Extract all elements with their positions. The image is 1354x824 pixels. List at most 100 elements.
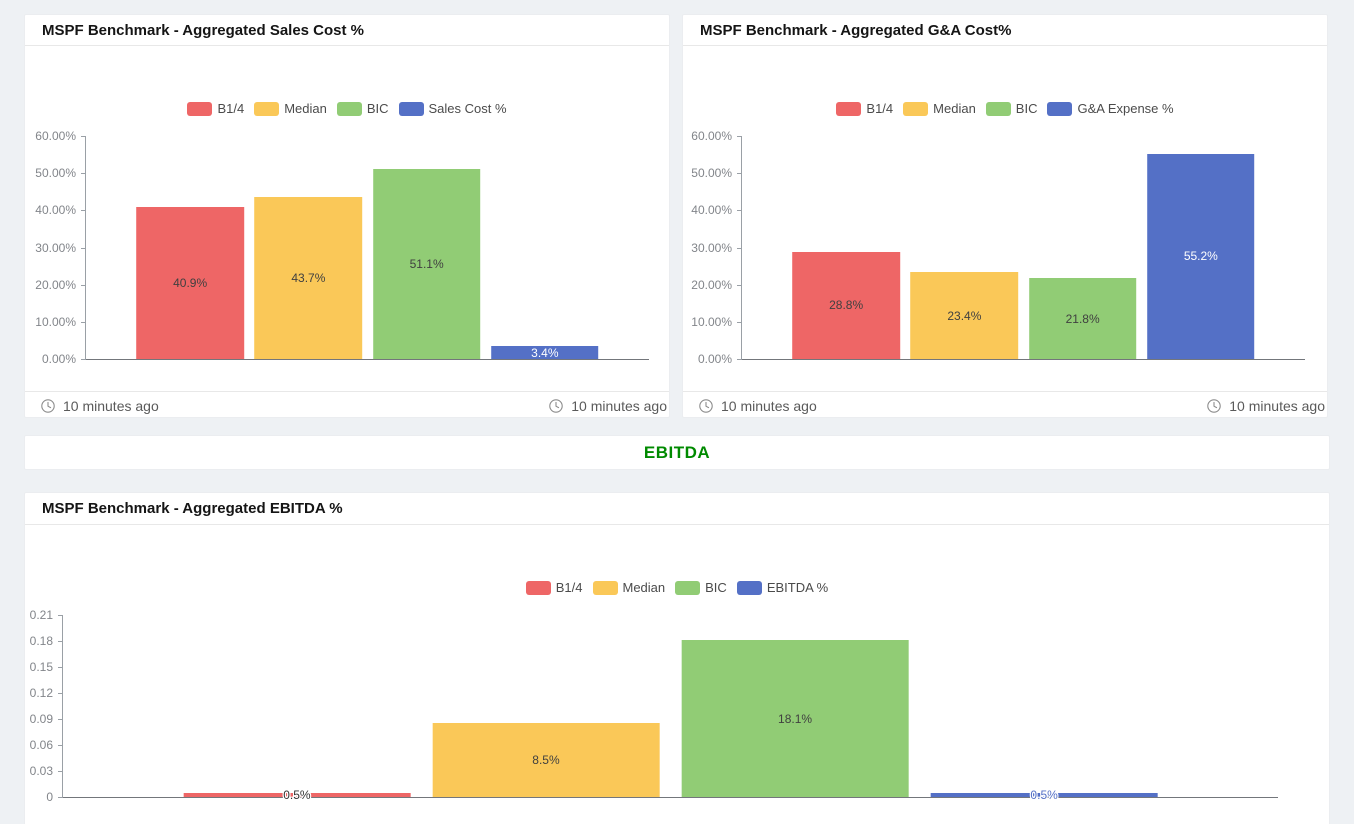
y-axis-tick bbox=[58, 797, 63, 798]
y-axis-tick bbox=[81, 359, 86, 360]
timestamp-right: 10 minutes ago bbox=[1207, 398, 1325, 414]
legend-item[interactable]: BIC bbox=[675, 580, 727, 595]
bar-slot: 51.1% bbox=[368, 136, 486, 359]
bar-value-label: 0.5% bbox=[1030, 787, 1058, 802]
y-axis-tick-label: 0.15 bbox=[29, 660, 53, 674]
chart-bar[interactable] bbox=[681, 640, 909, 797]
legend-swatch bbox=[903, 101, 929, 116]
y-axis-tick-label: 0.00% bbox=[697, 352, 732, 366]
legend-item[interactable]: BIC bbox=[985, 101, 1037, 116]
y-axis-tick bbox=[737, 321, 742, 323]
y-axis-tick-label: 0.12 bbox=[29, 686, 53, 700]
bar-slot: 28.8% bbox=[787, 136, 905, 359]
legend-label: Median bbox=[622, 580, 666, 595]
y-axis-tick-label: 30.00% bbox=[691, 240, 732, 255]
bar-slot: 8.5% bbox=[421, 615, 670, 797]
y-axis-tick bbox=[737, 136, 742, 137]
card-header: MSPF Benchmark - Aggregated G&A Cost% bbox=[683, 15, 1327, 46]
y-axis-tick-label: 60.00% bbox=[691, 129, 732, 143]
y-axis-tick bbox=[737, 284, 742, 286]
chart-plot-area: 60.00% 50.00% 40.00% 30.00% 20.00% 10.00% 0.00… bbox=[35, 129, 649, 366]
card-title: MSPF Benchmark - Aggregated G&A Cost% bbox=[700, 21, 1012, 39]
y-axis-tick bbox=[81, 284, 86, 286]
y-axis-tick bbox=[58, 771, 63, 772]
card-ga-cost: MSPF Benchmark - Aggregated G&A Cost% B1… bbox=[682, 14, 1328, 418]
chart-bar[interactable] bbox=[136, 207, 244, 359]
legend-swatch bbox=[336, 101, 362, 116]
y-axis-tick-label: 0.03 bbox=[29, 764, 53, 778]
chart-bar[interactable] bbox=[432, 723, 660, 797]
clock-icon bbox=[699, 398, 713, 413]
y-axis-tick bbox=[58, 719, 63, 720]
clock-icon bbox=[1207, 398, 1222, 413]
legend-item[interactable]: BIC bbox=[336, 101, 389, 116]
y-axis-tick-label: 0.09 bbox=[29, 712, 53, 726]
y-axis-tick bbox=[737, 173, 742, 175]
legend-label: B1/4 bbox=[217, 101, 245, 116]
legend-item[interactable]: G&A Expense % bbox=[1047, 101, 1174, 116]
legend-label: B1/4 bbox=[555, 580, 583, 595]
bar-slot: 18.1% bbox=[671, 615, 920, 797]
legend-item[interactable]: B1/4 bbox=[187, 101, 244, 116]
bar-value-label: 3.4% bbox=[531, 345, 559, 360]
section-title: EBITDA bbox=[643, 442, 711, 462]
legend-swatch bbox=[525, 580, 551, 595]
bar-slot: 0.5% bbox=[920, 615, 1169, 802]
y-axis-tick-label: 0.18 bbox=[29, 634, 53, 648]
chart-bar[interactable] bbox=[254, 196, 363, 359]
y-axis-tick-label: 60.00% bbox=[35, 129, 76, 143]
chart-bar[interactable] bbox=[930, 792, 1158, 797]
legend-item[interactable]: Median bbox=[903, 101, 976, 116]
y-axis-tick-label: 0.21 bbox=[29, 608, 53, 622]
legend-label: Sales Cost % bbox=[428, 101, 507, 116]
y-axis-tick-label: 0 bbox=[46, 790, 53, 804]
timestamp-right: 10 minutes ago bbox=[549, 398, 667, 414]
card-footer: 10 minutes ago 10 minutes ago bbox=[683, 391, 1327, 419]
card-footer: 10 minutes ago 10 minutes ago bbox=[25, 391, 669, 419]
legend-swatch bbox=[187, 101, 213, 116]
chart-sales-cost: B1/4 Median BIC Sales Cost % 60.00% 50.00% 40… bbox=[25, 46, 669, 391]
bar-slot: 0.5% bbox=[172, 615, 421, 802]
chart-bar[interactable] bbox=[372, 169, 481, 359]
y-axis-tick bbox=[81, 321, 86, 323]
chart-bar[interactable] bbox=[491, 346, 599, 359]
legend-item[interactable]: B1/4 bbox=[836, 101, 893, 116]
bar-slot: 3.4% bbox=[486, 136, 604, 360]
y-axis-tick bbox=[737, 359, 742, 360]
chart-legend: B1/4 Median BIC EBITDA % bbox=[25, 580, 1329, 595]
chart-bar[interactable] bbox=[792, 251, 900, 359]
card-header: MSPF Benchmark - Aggregated EBITDA % bbox=[25, 493, 1329, 525]
y-axis-tick-label: 40.00% bbox=[691, 203, 732, 218]
chart-bar[interactable] bbox=[1147, 153, 1255, 359]
y-axis-tick-label: 50.00% bbox=[691, 166, 732, 181]
legend-swatch bbox=[985, 101, 1011, 116]
y-axis-tick bbox=[737, 247, 742, 249]
bar-value-label: 43.7% bbox=[291, 270, 326, 285]
chart-bar[interactable] bbox=[183, 792, 411, 797]
legend-item[interactable]: EBITDA % bbox=[736, 580, 829, 595]
chart-bar[interactable] bbox=[1028, 277, 1137, 359]
y-axis-tick-label: 20.00% bbox=[691, 277, 732, 292]
card-title: MSPF Benchmark - Aggregated Sales Cost % bbox=[42, 21, 365, 39]
card-title: MSPF Benchmark - Aggregated EBITDA % bbox=[42, 500, 343, 517]
legend-swatch bbox=[736, 580, 762, 595]
card-ebitda: MSPF Benchmark - Aggregated EBITDA % B1/… bbox=[24, 492, 1330, 824]
legend-item[interactable]: Sales Cost % bbox=[398, 101, 507, 116]
legend-label: G&A Expense % bbox=[1077, 101, 1174, 116]
legend-label: EBITDA % bbox=[766, 580, 829, 595]
y-axis-tick bbox=[58, 615, 63, 616]
bar-slot: 21.8% bbox=[1024, 136, 1142, 359]
card-header: MSPF Benchmark - Aggregated Sales Cost % bbox=[25, 15, 669, 46]
section-header-card: EBITDA bbox=[24, 435, 1330, 470]
bar-value-label: 51.1% bbox=[409, 257, 444, 272]
legend-item[interactable]: Median bbox=[254, 101, 327, 116]
bar-value-label: 23.4% bbox=[947, 308, 982, 323]
y-axis-tick bbox=[58, 745, 63, 746]
legend-item[interactable]: B1/4 bbox=[525, 580, 583, 595]
y-axis-tick bbox=[58, 693, 63, 694]
y-axis-tick-label: 10.00% bbox=[35, 314, 76, 329]
timestamp-text: 10 minutes ago bbox=[63, 397, 159, 414]
timestamp-text: 10 minutes ago bbox=[1229, 397, 1325, 414]
legend-item[interactable]: Median bbox=[592, 580, 666, 595]
chart-bar[interactable] bbox=[910, 272, 1019, 359]
